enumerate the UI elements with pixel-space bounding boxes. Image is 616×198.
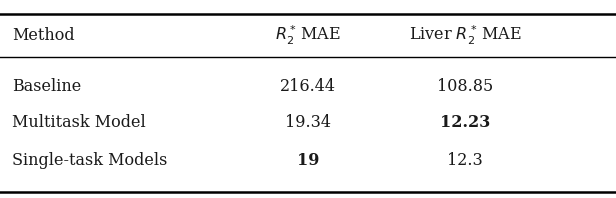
- Text: 19: 19: [297, 152, 319, 169]
- Text: 216.44: 216.44: [280, 78, 336, 95]
- Text: Multitask Model: Multitask Model: [12, 114, 146, 131]
- Text: 19.34: 19.34: [285, 114, 331, 131]
- Text: Single-task Models: Single-task Models: [12, 152, 168, 169]
- Text: Liver $R_2^*\!$ MAE: Liver $R_2^*\!$ MAE: [409, 24, 521, 47]
- Text: Baseline: Baseline: [12, 78, 81, 95]
- Text: $R_2^*\!$ MAE: $R_2^*\!$ MAE: [275, 24, 341, 47]
- Text: Method: Method: [12, 27, 75, 44]
- Text: 12.3: 12.3: [447, 152, 483, 169]
- Text: 108.85: 108.85: [437, 78, 493, 95]
- Text: 12.23: 12.23: [440, 114, 490, 131]
